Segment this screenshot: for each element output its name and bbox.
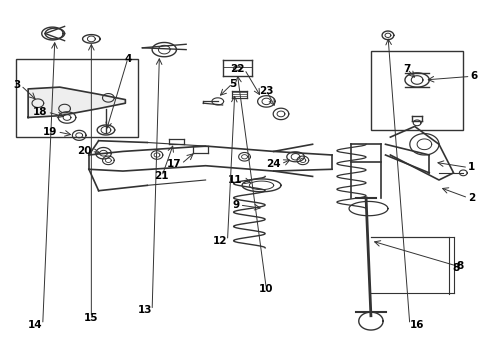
Text: 23: 23 (259, 86, 273, 96)
Text: 21: 21 (154, 171, 169, 181)
Text: 3: 3 (14, 80, 21, 90)
Text: 5: 5 (228, 78, 236, 89)
FancyBboxPatch shape (370, 51, 462, 130)
Text: 6: 6 (469, 71, 477, 81)
Text: 16: 16 (409, 320, 424, 330)
Text: 8: 8 (451, 262, 459, 273)
FancyBboxPatch shape (16, 59, 137, 137)
Text: 10: 10 (259, 284, 273, 294)
Text: 19: 19 (43, 127, 57, 137)
Text: 11: 11 (227, 175, 242, 185)
Text: 15: 15 (84, 312, 99, 323)
Text: 20: 20 (77, 147, 91, 157)
Text: 1: 1 (467, 162, 474, 172)
Text: 2: 2 (467, 193, 474, 203)
Text: 4: 4 (124, 54, 131, 64)
Polygon shape (28, 87, 125, 117)
Text: 8: 8 (455, 261, 462, 271)
Text: 14: 14 (28, 320, 42, 330)
Text: 7: 7 (403, 64, 410, 74)
Text: 22: 22 (229, 64, 244, 74)
Text: 13: 13 (137, 305, 152, 315)
Text: 18: 18 (33, 107, 47, 117)
Text: 9: 9 (232, 200, 239, 210)
Text: 24: 24 (266, 159, 281, 169)
Text: 17: 17 (166, 159, 181, 169)
Text: 12: 12 (213, 236, 227, 246)
